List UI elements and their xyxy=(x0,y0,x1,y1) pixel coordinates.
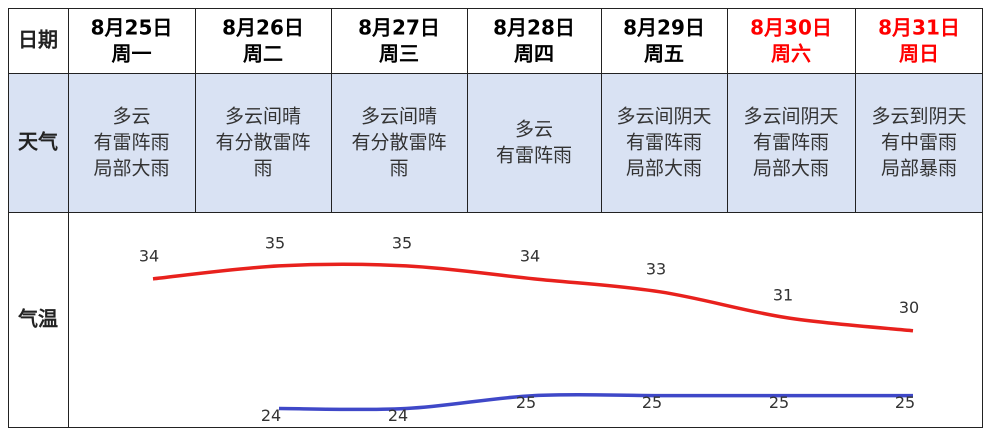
temperature-label: 25 xyxy=(642,393,662,412)
weather-line: 多云间阴天 xyxy=(743,106,838,128)
weather-line: 多云 xyxy=(515,119,553,141)
temperature-label: 25 xyxy=(895,393,915,412)
date: 8月26日 xyxy=(222,16,304,40)
temperature-label: 24 xyxy=(388,406,408,425)
weather-row-bg xyxy=(68,73,983,212)
weather-line: 多云间晴 xyxy=(361,106,437,128)
temperature-label: 34 xyxy=(520,246,540,265)
table-grid xyxy=(8,8,983,428)
weekday: 周五 xyxy=(644,42,684,66)
date: 8月28日 xyxy=(493,16,575,40)
weekday: 周四 xyxy=(514,42,554,66)
weather-line: 局部暴雨 xyxy=(881,158,957,180)
weekday: 周三 xyxy=(379,42,419,66)
temperature-label: 33 xyxy=(646,259,666,278)
temperature-label: 25 xyxy=(516,393,536,412)
weather-line: 雨 xyxy=(389,158,408,180)
temperature-label: 25 xyxy=(769,393,789,412)
weather-label-bg xyxy=(8,73,68,212)
weather-line: 多云间阴天 xyxy=(616,106,711,128)
temperature-label: 30 xyxy=(899,298,919,317)
weather-line: 雨 xyxy=(253,158,272,180)
weather-line: 有雷阵雨 xyxy=(496,145,572,167)
temperature-label: 31 xyxy=(773,285,793,304)
weather-line: 有雷阵雨 xyxy=(626,132,702,154)
weather-line: 有分散雷阵 xyxy=(215,132,310,154)
row-label: 日期 xyxy=(18,28,58,52)
temperature-label: 35 xyxy=(392,233,412,252)
row-label: 天气 xyxy=(18,130,58,154)
weather-line: 多云 xyxy=(112,106,150,128)
temperature-label: 24 xyxy=(261,406,281,425)
weather-line: 局部大雨 xyxy=(93,158,169,180)
weekday: 周二 xyxy=(243,42,283,66)
weather-line: 局部大雨 xyxy=(626,158,702,180)
weekday: 周日 xyxy=(899,42,939,66)
temperature-label: 35 xyxy=(265,233,285,252)
weather-line: 有雷阵雨 xyxy=(93,132,169,154)
temperature-line xyxy=(278,392,913,412)
date: 8月25日 xyxy=(91,16,173,40)
weather-line: 多云间晴 xyxy=(225,106,301,128)
weather-line: 有分散雷阵 xyxy=(351,132,446,154)
weekday: 周六 xyxy=(771,42,811,66)
date: 8月30日 xyxy=(750,16,832,40)
date: 8月29日 xyxy=(623,16,705,40)
date: 8月27日 xyxy=(358,16,440,40)
weather-line: 有中雷雨 xyxy=(881,132,957,154)
weekday: 周一 xyxy=(112,42,152,66)
temperature-line xyxy=(152,262,914,333)
weather-line: 有雷阵雨 xyxy=(753,132,829,154)
weather-line: 多云到阴天 xyxy=(871,106,966,128)
temperature-label: 34 xyxy=(139,246,159,265)
date: 8月31日 xyxy=(878,16,960,40)
row-label: 气温 xyxy=(17,307,58,331)
weather-line: 局部大雨 xyxy=(753,158,829,180)
